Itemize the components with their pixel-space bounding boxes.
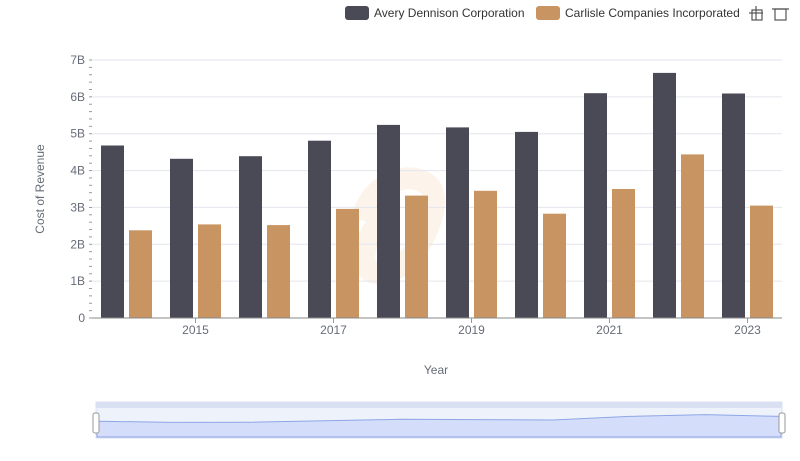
- bar-carlisle-2022[interactable]: [681, 154, 704, 318]
- y-tick-label: 5B: [70, 127, 85, 141]
- bar-avery-2016[interactable]: [239, 156, 262, 318]
- bar-carlisle-2017[interactable]: [336, 208, 359, 318]
- y-tick-label: 6B: [70, 90, 85, 104]
- bar-carlisle-2020[interactable]: [543, 213, 566, 318]
- x-tick-label: 2021: [596, 323, 623, 337]
- bar-avery-2015[interactable]: [170, 158, 193, 318]
- bar-carlisle-2014[interactable]: [129, 230, 152, 318]
- legend-label-avery: Avery Dennison Corporation: [374, 6, 525, 20]
- bar-avery-2022[interactable]: [653, 72, 676, 319]
- bar-avery-2020[interactable]: [515, 131, 538, 318]
- bar-avery-2014[interactable]: [101, 145, 124, 319]
- y-tick-label: 2B: [70, 237, 85, 251]
- bar-carlisle-2015[interactable]: [198, 224, 221, 318]
- x-tick-label: 2017: [320, 323, 347, 337]
- bars: [101, 72, 773, 319]
- x-tick-label: 2019: [458, 323, 485, 337]
- bar-carlisle-2019[interactable]: [474, 190, 497, 318]
- navigator-handle-left[interactable]: [92, 412, 100, 434]
- bar-avery-2023[interactable]: [722, 93, 745, 319]
- bar-avery-2018[interactable]: [377, 124, 400, 319]
- bar-carlisle-2021[interactable]: [612, 189, 635, 318]
- y-tick-label: 4B: [70, 164, 85, 178]
- grid-lines: [92, 59, 782, 282]
- y-axis-title: Cost of Revenue: [33, 144, 47, 234]
- legend-swatch-avery: [345, 6, 369, 20]
- x-tick-labels: 2015 2017 2019 2021 2023: [182, 318, 761, 337]
- y-tick-label: 7B: [70, 53, 85, 67]
- y-tick-label: 3B: [70, 200, 85, 214]
- bar-carlisle-2018[interactable]: [405, 195, 428, 318]
- legend-item-avery[interactable]: Avery Dennison Corporation: [345, 6, 525, 20]
- x-axis-title: Year: [424, 363, 448, 377]
- range-navigator[interactable]: [92, 401, 786, 439]
- crosshair-icon[interactable]: [749, 6, 763, 21]
- x-tick-label: 2015: [182, 323, 209, 337]
- bar-avery-2019[interactable]: [446, 127, 469, 319]
- y-tick-labels: 0 1B 2B 3B 4B 5B 6B 7B: [70, 53, 85, 325]
- legend-label-carlisle: Carlisle Companies Incorporated: [565, 6, 740, 20]
- y-tick-label: 1B: [70, 274, 85, 288]
- bar-carlisle-2016[interactable]: [267, 225, 290, 318]
- bar-avery-2017[interactable]: [308, 140, 331, 318]
- x-tick-label: 2023: [734, 323, 761, 337]
- legend-swatch-carlisle: [536, 6, 560, 20]
- legend: Avery Dennison Corporation Carlisle Comp…: [345, 6, 740, 20]
- legend-item-carlisle[interactable]: Carlisle Companies Incorporated: [536, 6, 740, 20]
- navigator-series-area: [96, 414, 782, 438]
- navigator-handle-right[interactable]: [778, 412, 786, 434]
- navigator-top-bar[interactable]: [96, 402, 782, 408]
- y-tick-label: 0: [78, 311, 85, 325]
- bar-carlisle-2023[interactable]: [750, 205, 773, 318]
- y-minor-ticks: [89, 59, 92, 319]
- bar-avery-2021[interactable]: [584, 93, 607, 318]
- expand-icon[interactable]: [772, 8, 789, 21]
